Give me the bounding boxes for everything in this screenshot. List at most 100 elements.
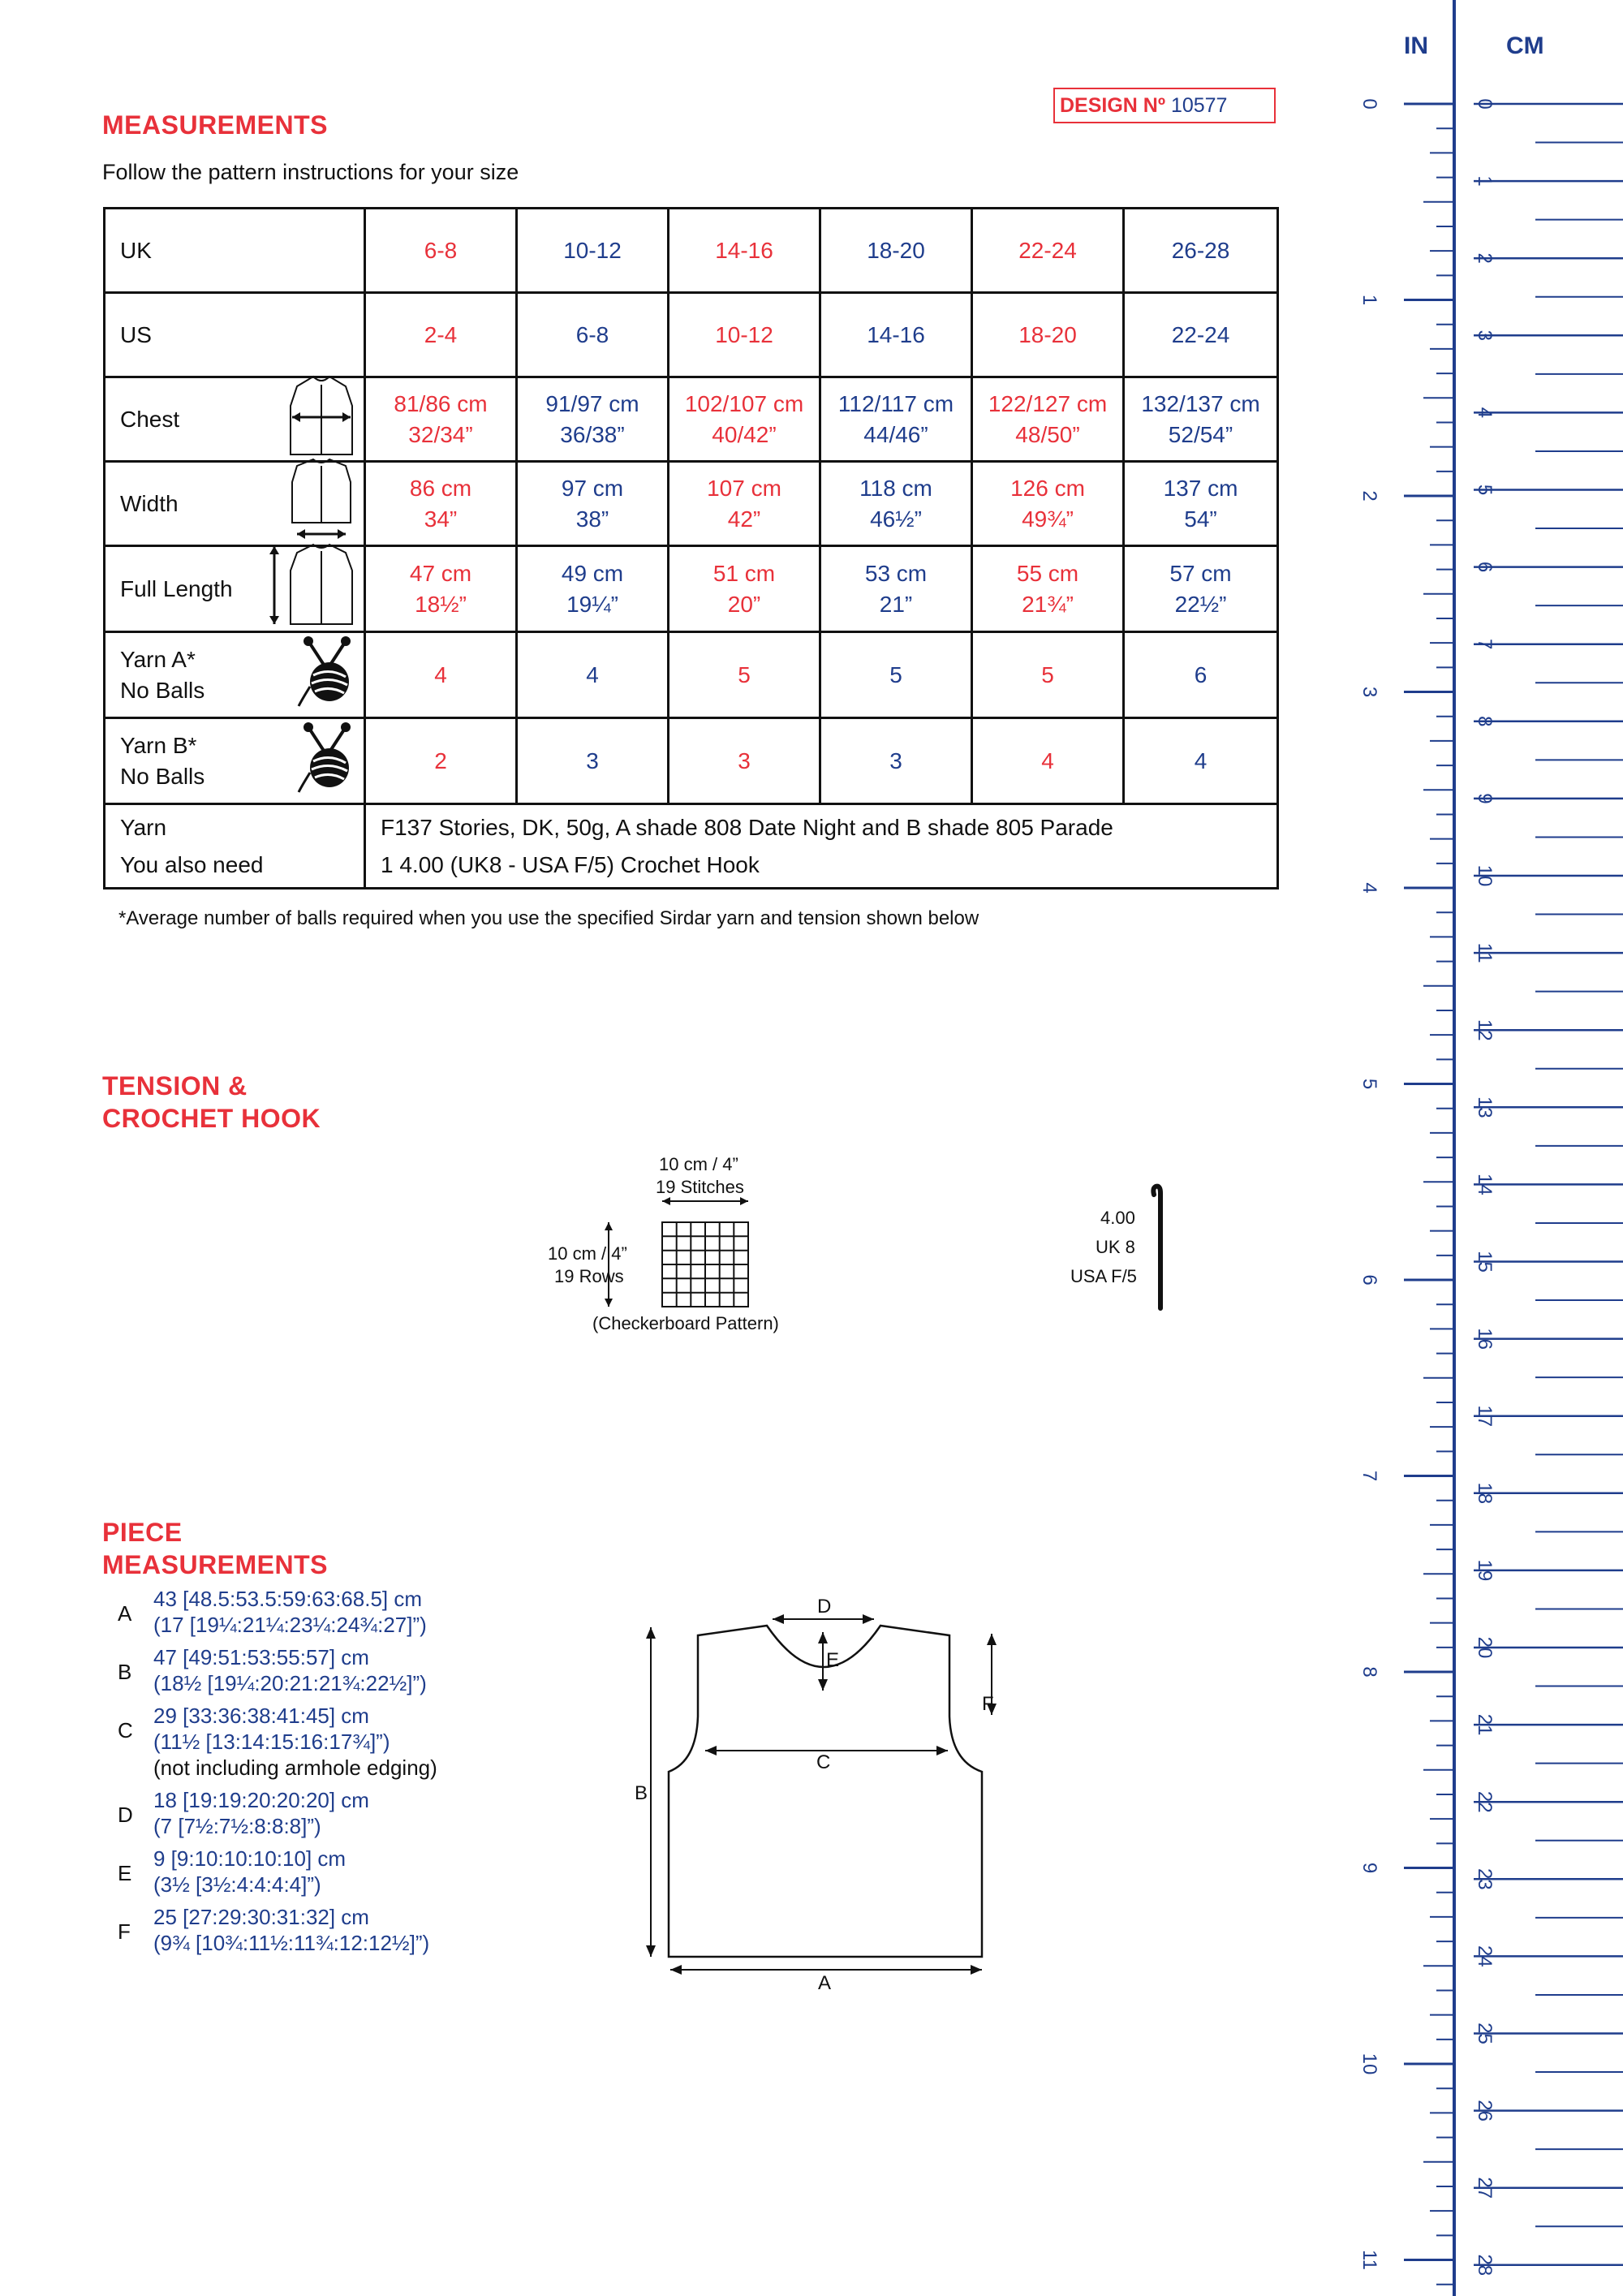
tension-height-label-2: 19 Rows bbox=[554, 1266, 624, 1286]
list-item: C 29 [33:36:38:41:45] cm (11½ [13:14:15:… bbox=[118, 1704, 437, 1780]
cell-yarn-a-2: 4 bbox=[515, 631, 669, 719]
table-row-width: Width 86 cm 34” 97 cm 38” 107 cm 42” 118 cm… bbox=[103, 458, 1279, 547]
tension-heading: TENSION & CROCHET HOOK bbox=[102, 1071, 321, 1133]
inch-number: 8 bbox=[1358, 1666, 1380, 1677]
cell-length-5: 55 cm 21¾” bbox=[971, 545, 1125, 633]
cell-uk-6: 26-28 bbox=[1122, 207, 1279, 294]
cm-number: 11 bbox=[1474, 943, 1496, 963]
cell-width-4: 118 cm 46½” bbox=[819, 460, 973, 547]
cm-number: 15 bbox=[1474, 1251, 1496, 1273]
hook-uk: UK 8 bbox=[1096, 1237, 1135, 1257]
cell-width-3: 107 cm 42” bbox=[667, 460, 821, 547]
garment-piece-diagram bbox=[646, 1614, 997, 1975]
cm-number: 4 bbox=[1474, 407, 1496, 418]
cell-yarn-a-4: 5 bbox=[819, 631, 973, 719]
diagram-label-e: E bbox=[826, 1649, 840, 1671]
cell-yarn-a-5: 5 bbox=[971, 631, 1125, 719]
cm-number: 3 bbox=[1474, 330, 1496, 341]
inch-number: 1 bbox=[1358, 295, 1380, 305]
inch-number: 0 bbox=[1358, 98, 1380, 109]
cell-us-2: 6-8 bbox=[515, 291, 669, 378]
cm-number: 5 bbox=[1474, 485, 1496, 495]
cm-number: 23 bbox=[1474, 1868, 1496, 1890]
cell-uk-4: 18-20 bbox=[819, 207, 973, 294]
cell-chest-2: 91/97 cm 36/38” bbox=[515, 376, 669, 463]
row-label-chest-text: Chest bbox=[120, 406, 180, 432]
cell-yarn-b-5: 4 bbox=[971, 717, 1125, 805]
inch-number: 11 bbox=[1358, 2250, 1380, 2270]
diagram-label-c: C bbox=[816, 1751, 831, 1773]
list-item: B 47 [49:51:53:55:57] cm (18½ [19¼:20:21… bbox=[118, 1645, 427, 1695]
table-row-uk: UK 6-8 10-12 14-16 18-20 22-24 26-28 bbox=[103, 207, 1279, 294]
diagram-label-d: D bbox=[817, 1596, 832, 1618]
cell-yarn-b-1: 2 bbox=[364, 717, 518, 805]
measurements-table: UK 6-8 10-12 14-16 18-20 22-24 26-28 US … bbox=[103, 207, 1279, 890]
inch-number: 10 bbox=[1358, 2053, 1380, 2075]
crochet-hook-icon bbox=[1151, 1183, 1163, 1311]
cell-width-6: 137 cm 54” bbox=[1122, 460, 1279, 547]
cm-number: 18 bbox=[1474, 1482, 1496, 1504]
measurements-heading: MEASUREMENTS bbox=[102, 110, 329, 140]
cell-us-5: 18-20 bbox=[971, 291, 1125, 378]
ruler-cm-label: CM bbox=[1506, 32, 1544, 59]
intro-text: Follow the pattern instructions for your… bbox=[102, 160, 519, 184]
inch-number: 3 bbox=[1358, 687, 1380, 697]
garment-length-icon bbox=[268, 543, 357, 635]
cell-length-2: 49 cm 19¼” bbox=[515, 545, 669, 633]
cell-length-1: 47 cm 18½” bbox=[364, 545, 518, 633]
diagram-label-f: F bbox=[982, 1693, 994, 1715]
cm-number: 27 bbox=[1474, 2177, 1496, 2199]
ruler-in-label: IN bbox=[1404, 32, 1428, 59]
inch-number: 5 bbox=[1358, 1079, 1380, 1089]
table-row-chest: Chest 81/86 cm 32/34” 91/97 cm 36/38” 102/… bbox=[103, 375, 1279, 463]
cell-uk-2: 10-12 bbox=[515, 207, 669, 294]
table-row-yarn-a: Yarn A* No Balls 4 4 5 5 5 6 bbox=[103, 631, 1279, 719]
cell-yarn-b-6: 4 bbox=[1122, 717, 1279, 805]
row-label-yarn-b: Yarn B* No Balls bbox=[103, 717, 366, 805]
cm-number: 1 bbox=[1474, 175, 1496, 186]
cell-yarn-a-3: 5 bbox=[667, 631, 821, 719]
design-label: DESIGN Nº bbox=[1060, 94, 1165, 117]
table-row-yarn-b: Yarn B* No Balls 2 3 3 3 4 4 bbox=[103, 717, 1279, 805]
measuring-ruler: 0123456789101101234567891011121314151617… bbox=[1358, 0, 1623, 2296]
cm-number: 14 bbox=[1474, 1174, 1496, 1195]
cm-number: 6 bbox=[1474, 562, 1496, 572]
cell-yarn-a-1: 4 bbox=[364, 631, 518, 719]
hook-usa: USA F/5 bbox=[1070, 1266, 1137, 1286]
inch-number: 9 bbox=[1358, 1863, 1380, 1873]
cm-number: 12 bbox=[1474, 1019, 1496, 1041]
tension-swatch-diagram bbox=[605, 1197, 749, 1307]
cm-number: 19 bbox=[1474, 1560, 1496, 1582]
piece-measurements-heading: PIECE MEASUREMENTS bbox=[102, 1518, 329, 1579]
cell-length-4: 53 cm 21” bbox=[819, 545, 973, 633]
cell-width-5: 126 cm 49¾” bbox=[971, 460, 1125, 547]
cm-number: 26 bbox=[1474, 2100, 1496, 2122]
cm-number: 17 bbox=[1474, 1405, 1496, 1427]
cell-uk-3: 14-16 bbox=[667, 207, 821, 294]
tension-height-label-1: 10 cm / 4” bbox=[548, 1243, 627, 1264]
cm-number: 16 bbox=[1474, 1328, 1496, 1350]
cell-us-6: 22-24 bbox=[1122, 291, 1279, 378]
cm-number: 2 bbox=[1474, 253, 1496, 264]
cell-us-3: 10-12 bbox=[667, 291, 821, 378]
cm-number: 25 bbox=[1474, 2022, 1496, 2044]
cm-number: 9 bbox=[1474, 793, 1496, 803]
cm-number: 10 bbox=[1474, 865, 1496, 887]
table-row-length: Full Length 47 cm 18½” 49 cm 19¼” 51 cm 20”… bbox=[103, 543, 1279, 635]
row-label-width-text: Width bbox=[120, 490, 179, 516]
cm-number: 20 bbox=[1474, 1637, 1496, 1659]
cell-chest-3: 102/107 cm 40/42” bbox=[667, 376, 821, 463]
row-label-yarn-a: Yarn A* No Balls bbox=[103, 631, 366, 719]
cell-chest-5: 122/127 cm 48/50” bbox=[971, 376, 1125, 463]
cell-uk-5: 22-24 bbox=[971, 207, 1125, 294]
diagram-label-a: A bbox=[818, 1972, 832, 1994]
row-label-chest: Chest bbox=[103, 375, 366, 463]
cell-chest-4: 112/117 cm 44/46” bbox=[819, 376, 973, 463]
cell-us-1: 2-4 bbox=[364, 291, 518, 378]
tension-width-label-2: 19 Stitches bbox=[656, 1177, 744, 1197]
table-row-yarn-info: Yarn You also need F137 Stories, DK, 50g,… bbox=[103, 803, 1279, 890]
cm-number: 7 bbox=[1474, 639, 1496, 649]
row-label-uk: UK bbox=[103, 207, 366, 294]
cm-number: 8 bbox=[1474, 716, 1496, 726]
cm-number: 21 bbox=[1474, 1714, 1496, 1736]
